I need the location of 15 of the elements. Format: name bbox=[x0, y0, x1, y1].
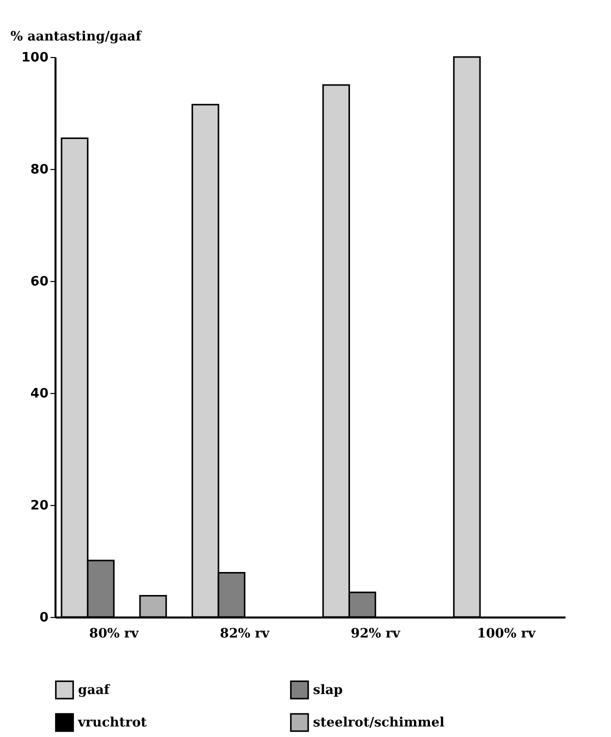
y-tick-label: 100 bbox=[21, 50, 48, 66]
y-tick-label: 20 bbox=[30, 498, 48, 514]
y-tick-label: 80 bbox=[30, 162, 48, 178]
y-tick-label: 0 bbox=[39, 610, 48, 626]
y-tick-label: 60 bbox=[30, 274, 48, 290]
legend-label: gaaf bbox=[78, 682, 111, 698]
y-axis-title: % aantasting/gaaf bbox=[10, 30, 143, 44]
legend-label: steelrot/schimmel bbox=[313, 716, 444, 730]
x-tick-label: 92% rv bbox=[350, 626, 401, 642]
y-tick-label: 40 bbox=[30, 386, 48, 402]
legend-label: vruchtrot bbox=[77, 716, 147, 730]
x-tick-label: 80% rv bbox=[89, 626, 139, 642]
x-tick-label: 100% rv bbox=[476, 626, 536, 642]
legend-label: slap bbox=[313, 682, 343, 698]
x-tick-label: 82% rv bbox=[220, 626, 270, 642]
